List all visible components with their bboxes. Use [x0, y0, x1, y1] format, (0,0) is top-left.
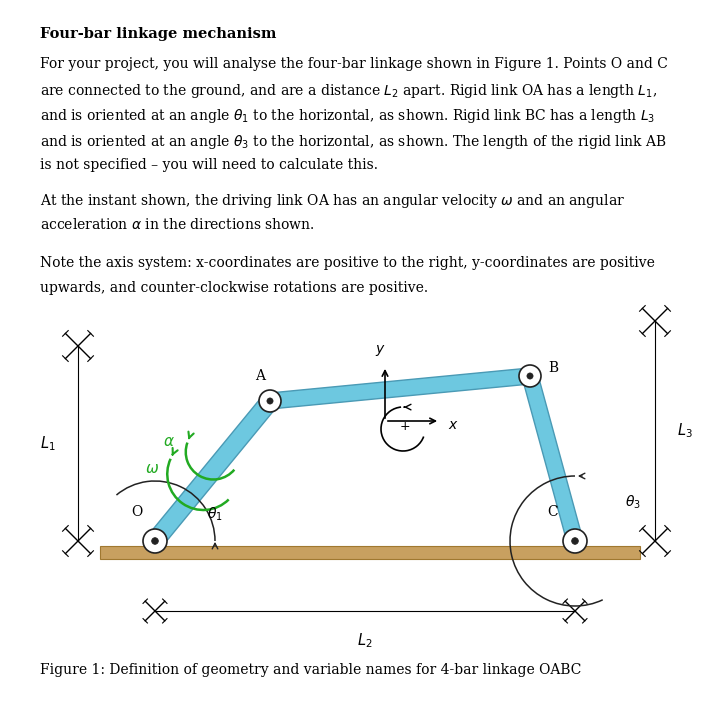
Text: $x$: $x$ [448, 418, 459, 432]
Text: and is oriented at an angle $\theta_1$ to the horizontal, as shown. Rigid link B: and is oriented at an angle $\theta_1$ t… [40, 107, 655, 125]
Text: A: A [255, 369, 265, 383]
Polygon shape [100, 546, 640, 559]
Text: Four-bar linkage mechanism: Four-bar linkage mechanism [40, 27, 276, 41]
Text: and is oriented at an angle $\theta_3$ to the horizontal, as shown. The length o: and is oriented at an angle $\theta_3$ t… [40, 132, 667, 151]
Text: Figure 1: Definition of geometry and variable names for 4-bar linkage OABC: Figure 1: Definition of geometry and var… [40, 663, 581, 677]
Polygon shape [269, 368, 531, 409]
Text: $y$: $y$ [374, 343, 385, 358]
Polygon shape [148, 395, 277, 547]
Polygon shape [522, 374, 582, 543]
Circle shape [572, 538, 578, 545]
Text: are connected to the ground, and are a distance $L_2$ apart. Rigid link OA has a: are connected to the ground, and are a d… [40, 82, 657, 100]
Circle shape [519, 365, 541, 387]
Text: $L_2$: $L_2$ [357, 631, 373, 650]
Text: $\theta_3$: $\theta_3$ [625, 493, 641, 511]
Text: For your project, you will analyse the four-bar linkage shown in Figure 1. Point: For your project, you will analyse the f… [40, 57, 667, 71]
Circle shape [259, 390, 281, 412]
Text: acceleration $\alpha$ in the directions shown.: acceleration $\alpha$ in the directions … [40, 218, 315, 232]
Text: $L_3$: $L_3$ [677, 422, 693, 440]
Circle shape [527, 373, 533, 379]
Text: $\omega$: $\omega$ [145, 462, 159, 476]
Circle shape [563, 529, 587, 553]
Text: C: C [548, 505, 558, 519]
Text: Note the axis system: x-coordinates are positive to the right, y-coordinates are: Note the axis system: x-coordinates are … [40, 256, 654, 270]
Text: $\alpha$: $\alpha$ [163, 435, 175, 449]
Text: upwards, and counter-clockwise rotations are positive.: upwards, and counter-clockwise rotations… [40, 281, 428, 295]
Text: O: O [131, 505, 143, 519]
Text: At the instant shown, the driving link OA has an angular velocity $\omega$ and a: At the instant shown, the driving link O… [40, 192, 625, 210]
Text: $L_1$: $L_1$ [40, 434, 56, 453]
Text: +: + [400, 420, 410, 434]
Circle shape [267, 398, 273, 404]
Circle shape [143, 529, 167, 553]
Text: is not specified – you will need to calculate this.: is not specified – you will need to calc… [40, 158, 377, 172]
Text: B: B [548, 361, 558, 375]
Circle shape [152, 538, 158, 545]
Text: $\theta_1$: $\theta_1$ [207, 506, 222, 523]
